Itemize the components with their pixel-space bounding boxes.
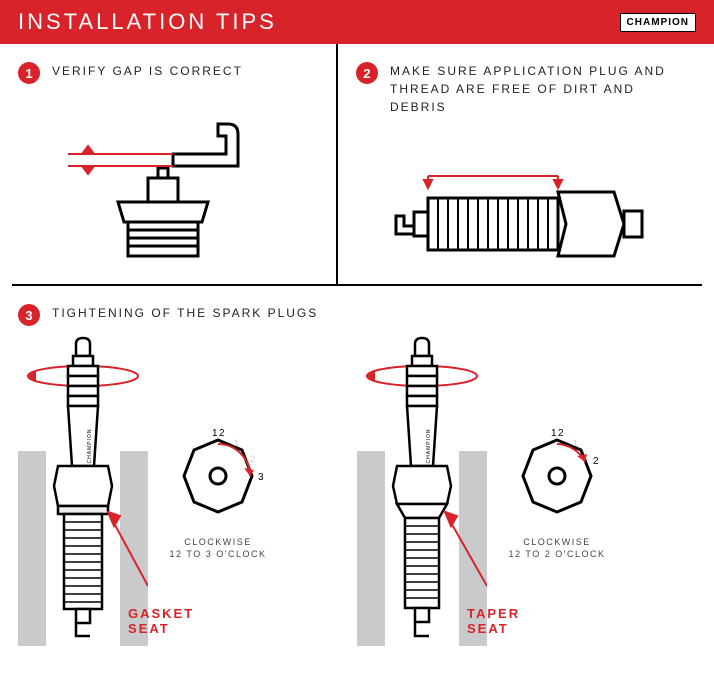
taper-clock-diagram: 1 12 2: [507, 426, 607, 526]
step-1-head: 1 Verify gap is correct: [18, 62, 318, 84]
header-title: INSTALLATION TIPS: [18, 9, 277, 35]
panel-tightening: 3 Tightening of the spark plugs: [0, 286, 714, 669]
gap-diagram: [18, 94, 318, 259]
tightening-row: CHAMPION GASKET SEAT 1 2: [18, 336, 696, 651]
gasket-plug-diagram: CHAMPION: [18, 336, 148, 646]
svg-text:3: 3: [258, 472, 265, 483]
svg-text:CHAMPION: CHAMPION: [426, 429, 432, 464]
svg-text:1: 1: [234, 438, 241, 448]
taper-plug-diagram: CHAMPION: [357, 336, 487, 646]
panel-clean-thread: 2 Make sure application plug and thread …: [338, 44, 714, 284]
gasket-column: CHAMPION GASKET SEAT 1 2: [18, 336, 357, 651]
step-3-text: Tightening of the spark plugs: [52, 304, 318, 322]
step-1-badge: 1: [18, 62, 40, 84]
svg-text:1: 1: [573, 438, 580, 448]
header-bar: INSTALLATION TIPS CHAMPION: [0, 0, 714, 44]
step-3-badge: 3: [18, 304, 40, 326]
gasket-clock: 1 2 12 3 CLOCKWISE 12 TO 3 O'CLOCK: [168, 426, 268, 561]
thread-diagram: [356, 126, 696, 276]
brand-logo: CHAMPION: [620, 13, 696, 32]
gasket-seat-label: GASKET SEAT: [128, 606, 194, 636]
taper-clock-top: CLOCKWISE: [507, 536, 607, 549]
taper-seat-label: TAPER SEAT: [467, 606, 520, 636]
step-3-head: 3 Tightening of the spark plugs: [18, 304, 696, 326]
taper-clock-bottom: 12 TO 2 O'CLOCK: [507, 548, 607, 561]
taper-clock: 1 12 2 CLOCKWISE 12 TO 2 O'CLOCK: [507, 426, 607, 561]
step-2-head: 2 Make sure application plug and thread …: [356, 62, 696, 116]
panel-verify-gap: 1 Verify gap is correct: [0, 44, 338, 284]
svg-text:2: 2: [593, 456, 600, 467]
step-2-text: Make sure application plug and thread ar…: [390, 62, 696, 116]
svg-text:12: 12: [551, 428, 565, 439]
svg-text:2: 2: [250, 454, 257, 464]
gasket-clock-top: CLOCKWISE: [168, 536, 268, 549]
taper-column: CHAMPION TAPER SEAT 1 12 2: [357, 336, 696, 651]
top-row: 1 Verify gap is correct: [0, 44, 714, 284]
gasket-clock-diagram: 1 2 12 3: [168, 426, 268, 526]
svg-text:CHAMPION: CHAMPION: [87, 429, 93, 464]
step-1-text: Verify gap is correct: [52, 62, 243, 80]
svg-text:12: 12: [212, 428, 226, 439]
step-2-badge: 2: [356, 62, 378, 84]
gasket-clock-bottom: 12 TO 3 O'CLOCK: [168, 548, 268, 561]
